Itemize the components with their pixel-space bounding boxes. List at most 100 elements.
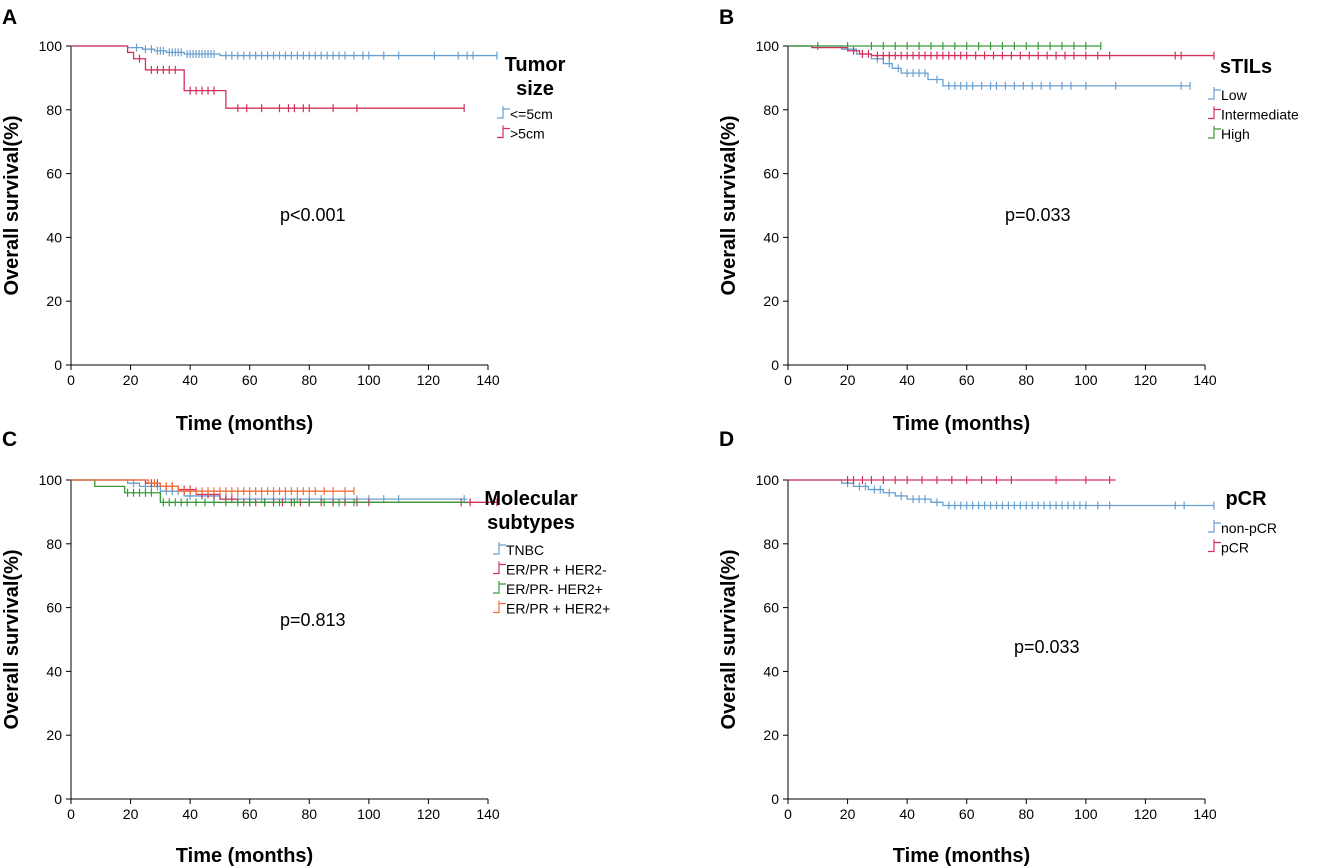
- panel-c: C 0 20 40 60 80 100 120 140 0 20 40 60 80 100 Time (mon…: [1, 428, 610, 866]
- x-tick-label: 40: [182, 806, 198, 822]
- x-tick-label: 0: [67, 806, 75, 822]
- x-tick-label: 80: [1018, 806, 1034, 822]
- survival-curve-intermediate: [788, 45, 1214, 57]
- y-tick-label: 60: [763, 166, 779, 182]
- x-tick-label: 100: [357, 372, 381, 388]
- panel-letter: D: [719, 428, 734, 451]
- x-tick-label: 40: [899, 806, 915, 822]
- x-tick-label: 0: [784, 806, 792, 822]
- y-tick-label: 100: [756, 38, 780, 54]
- legend-swatch: [493, 542, 506, 555]
- x-tick-label: 120: [1134, 372, 1158, 388]
- x-tick-label: 20: [840, 372, 856, 388]
- y-axis-title: Overall survival(%): [1, 549, 23, 729]
- x-tick-label: 80: [301, 806, 317, 822]
- x-tick-label: 100: [1074, 806, 1098, 822]
- legend-label-high: High: [1221, 126, 1250, 142]
- x-tick-label: 120: [417, 806, 441, 822]
- y-tick-label: 20: [763, 727, 779, 743]
- y-tick-label: 60: [46, 600, 62, 616]
- legend-title: pCR: [1225, 488, 1267, 510]
- x-axis-title: Time (months): [176, 413, 313, 435]
- legend: pCR non-pCR pCR: [1208, 488, 1277, 556]
- y-tick-label: 100: [39, 472, 63, 488]
- legend-label-5cm: <=5cm: [510, 106, 553, 122]
- panel-d: D 0 20 40 60 80 100 120 140 0 20 40 60 80 100 Time (mon…: [718, 428, 1277, 866]
- legend-swatch: [1208, 87, 1221, 100]
- survival-curve-low: [788, 45, 1191, 87]
- legend-label-intermediate: Intermediate: [1221, 107, 1299, 123]
- x-tick-label: 140: [1193, 806, 1217, 822]
- series-5cm: [71, 43, 498, 60]
- x-tick-label: 80: [301, 372, 317, 388]
- series-intermediate: [788, 45, 1215, 60]
- p-value-annotation: p=0.033: [1014, 637, 1080, 657]
- legend-swatch: [1208, 520, 1221, 533]
- panel-letter: A: [2, 6, 17, 29]
- x-tick-label: 60: [242, 806, 258, 822]
- x-axis-title: Time (months): [176, 845, 313, 866]
- survival-curve-5cm: [71, 45, 465, 109]
- legend-swatch: [497, 125, 510, 139]
- y-tick-label: 40: [46, 663, 62, 679]
- x-axis-title: Time (months): [893, 413, 1030, 435]
- panel-letter: B: [719, 6, 734, 29]
- legend-label-low: Low: [1221, 87, 1248, 103]
- legend-swatch: [497, 106, 510, 119]
- y-tick-label: 0: [54, 791, 62, 807]
- legend-swatch: [1208, 126, 1221, 139]
- y-tick-label: 20: [763, 293, 779, 309]
- survival-curve-5cm: [71, 45, 497, 57]
- y-axis-title: Overall survival(%): [718, 549, 740, 729]
- x-tick-label: 140: [476, 372, 500, 388]
- legend-title: subtypes: [487, 512, 575, 534]
- legend-title: Molecular: [484, 488, 578, 510]
- series-er-pr-her2: [71, 479, 355, 496]
- x-tick-label: 20: [840, 806, 856, 822]
- legend-label-er-pr-her2: ER/PR- HER2+: [506, 581, 603, 597]
- legend-swatch: [493, 561, 506, 575]
- survival-curve-non-pcr: [788, 479, 1214, 507]
- series-low: [788, 45, 1191, 90]
- x-tick-label: 20: [123, 806, 139, 822]
- x-tick-label: 140: [1193, 372, 1217, 388]
- legend-swatch: [1208, 106, 1221, 120]
- legend-swatch: [493, 600, 506, 614]
- legend-label-tnbc: TNBC: [506, 542, 544, 558]
- y-tick-label: 100: [39, 38, 63, 54]
- x-tick-label: 100: [357, 806, 381, 822]
- y-tick-label: 40: [46, 229, 62, 245]
- legend-title: size: [516, 78, 554, 100]
- panel-b: B 0 20 40 60 80 100 120 140 0 20 40 60 80 100 Time (mon…: [718, 6, 1299, 435]
- x-axis-title: Time (months): [893, 845, 1030, 866]
- y-tick-label: 60: [763, 600, 779, 616]
- survival-curve-er-pr-her2: [71, 479, 354, 492]
- x-tick-label: 80: [1018, 372, 1034, 388]
- series-er-pr-her2: [71, 479, 468, 507]
- p-value-annotation: p=0.033: [1005, 205, 1071, 225]
- x-tick-label: 100: [1074, 372, 1098, 388]
- y-tick-label: 80: [763, 102, 779, 118]
- x-tick-label: 0: [784, 372, 792, 388]
- p-value-annotation: p<0.001: [280, 205, 346, 225]
- legend-label-5cm: >5cm: [510, 126, 545, 142]
- series-pcr: [788, 476, 1116, 484]
- y-tick-label: 60: [46, 166, 62, 182]
- x-tick-label: 140: [476, 806, 500, 822]
- legend-swatch: [493, 581, 506, 594]
- x-tick-label: 120: [1134, 806, 1158, 822]
- legend-label-er-pr-her2: ER/PR + HER2-: [506, 562, 607, 578]
- series-high: [788, 42, 1102, 50]
- y-tick-label: 80: [763, 536, 779, 552]
- y-axis-title: Overall survival(%): [1, 115, 23, 295]
- legend-title: Tumor: [505, 54, 566, 76]
- y-tick-label: 40: [763, 663, 779, 679]
- legend-label-pcr: pCR: [1221, 540, 1249, 556]
- y-tick-label: 40: [763, 229, 779, 245]
- x-tick-label: 60: [959, 372, 975, 388]
- x-tick-label: 120: [417, 372, 441, 388]
- panel-letter: C: [2, 428, 17, 451]
- x-tick-label: 60: [242, 372, 258, 388]
- legend-swatch: [1208, 539, 1221, 553]
